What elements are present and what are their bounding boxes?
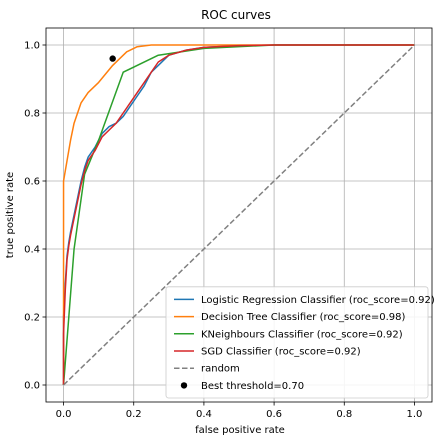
- y-tick-label: 0.4: [24, 245, 40, 256]
- y-tick-label: 0.0: [24, 381, 40, 392]
- legend-entry: KNeighbours Classifier (roc_score=0.92): [174, 329, 403, 340]
- legend-label: random: [201, 364, 240, 375]
- x-tick-label: 0.4: [196, 409, 212, 420]
- x-tick-label: 1.0: [407, 409, 423, 420]
- markers: [109, 55, 116, 62]
- legend-entry: Best threshold=0.70: [180, 381, 304, 392]
- y-tick-label: 0.6: [24, 177, 40, 188]
- series-lines: [62, 44, 415, 386]
- y-tick-label: 1.0: [24, 41, 40, 52]
- series-line-1: [62, 44, 415, 385]
- y-tick-label: 0.2: [24, 313, 40, 324]
- y-axis-ticks: 0.0 0.2 0.4 0.6 0.8 1.0: [24, 41, 46, 392]
- legend-box: [165, 286, 429, 399]
- x-tick-label: 0.8: [336, 409, 352, 420]
- x-tick-label: 0.2: [126, 409, 142, 420]
- grid-lines: [46, 28, 432, 402]
- legend-marker: [180, 382, 188, 389]
- x-axis-title: false positive rate: [195, 425, 285, 436]
- legend-label: KNeighbours Classifier (roc_score=0.92): [201, 329, 403, 340]
- chart-title: ROC curves: [201, 8, 271, 22]
- legend-entry: Decision Tree Classifier (roc_score=0.98…: [174, 312, 406, 323]
- legend-label: Best threshold=0.70: [201, 381, 304, 392]
- y-tick-label: 0.8: [24, 109, 40, 120]
- plot-frame: [45, 27, 433, 403]
- x-tick-label: 0.6: [266, 409, 282, 420]
- legend-entry: SGD Classifier (roc_score=0.92): [174, 347, 361, 358]
- best-threshold-marker: [109, 55, 116, 62]
- y-axis-title: true positive rate: [5, 172, 16, 258]
- legend-label: SGD Classifier (roc_score=0.92): [201, 347, 361, 358]
- legend-entry: Logistic Regression Classifier (roc_scor…: [174, 295, 435, 306]
- legend-entry: random: [174, 364, 240, 375]
- legend-label: Decision Tree Classifier (roc_score=0.98…: [201, 312, 406, 323]
- x-tick-label: 0.0: [56, 409, 72, 420]
- legend-label: Logistic Regression Classifier (roc_scor…: [201, 295, 435, 306]
- x-axis-ticks: 0.0 0.2 0.4 0.6 0.8 1.0: [56, 402, 423, 420]
- legend: Logistic Regression Classifier (roc_scor…: [165, 286, 435, 399]
- series-line-4: [63, 44, 415, 386]
- series-line-3: [62, 44, 415, 385]
